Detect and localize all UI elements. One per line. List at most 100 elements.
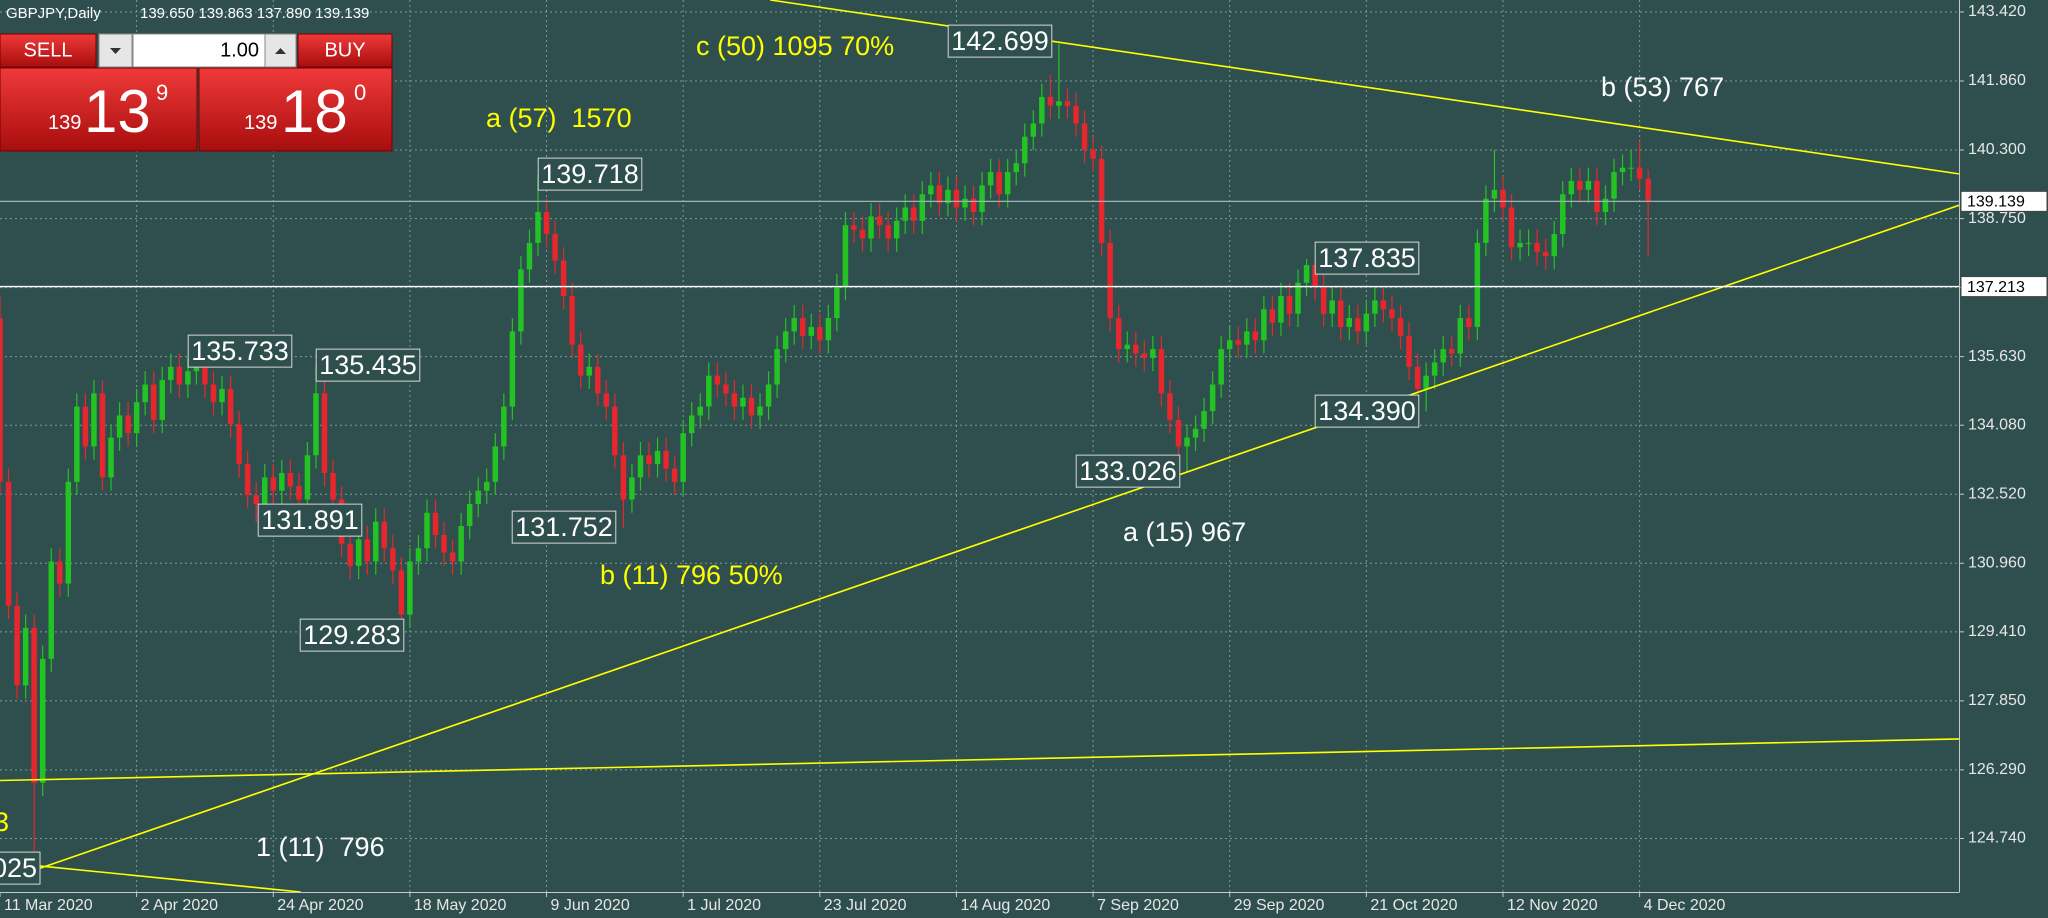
bid-box[interactable] <box>0 67 198 152</box>
candle-body <box>270 477 277 491</box>
x-tick-label: 18 May 2020 <box>414 897 507 914</box>
x-tick-label: 11 Mar 2020 <box>4 897 93 914</box>
candle-body <box>620 455 627 500</box>
arrow-up <box>275 48 286 54</box>
candle-body <box>210 384 217 403</box>
candle-body <box>654 450 661 465</box>
candle-body <box>1491 189 1498 199</box>
candle-body <box>48 561 54 659</box>
candle-body <box>244 464 251 496</box>
x-tick-label: 14 Aug 2020 <box>960 897 1050 914</box>
y-tick-label: 143.420 <box>1968 3 2026 20</box>
candle-body <box>1397 318 1404 336</box>
ask-big-figure: 139 <box>244 112 277 134</box>
candle-body <box>740 397 746 407</box>
candle-body <box>586 366 592 376</box>
ohlc: 139.650 139.863 137.890 139.139 <box>140 5 369 22</box>
annotation: 131.891 <box>261 505 359 535</box>
annotation-box <box>315 348 421 382</box>
candle-body <box>1295 282 1301 314</box>
y-tick-label: 138.750 <box>1968 210 2026 227</box>
candle-body <box>509 331 516 407</box>
candle-body <box>996 172 1002 195</box>
candle-body <box>458 526 464 562</box>
candle-body <box>1457 318 1464 354</box>
candle-body <box>697 406 703 416</box>
candle-body <box>253 495 259 504</box>
candle-body <box>321 393 328 473</box>
candle-body <box>1039 96 1045 124</box>
annotation: 129.283 <box>303 620 401 650</box>
annotation: 142.699 <box>951 26 1049 56</box>
candle-body <box>1261 309 1267 341</box>
buy-button[interactable] <box>297 33 393 68</box>
candle-body <box>834 287 840 319</box>
candle-body <box>1133 344 1139 354</box>
arrow-down <box>110 48 121 54</box>
annotation: 139.718 <box>541 159 639 189</box>
candle-body <box>108 437 114 478</box>
candle-body <box>441 534 447 553</box>
annotation: 133.026 <box>1079 456 1177 486</box>
candle-body <box>74 406 80 482</box>
y-tick-label: 126.290 <box>1968 761 2026 778</box>
candle-body <box>962 198 968 208</box>
candle-body <box>330 472 336 500</box>
candle-body <box>817 326 823 341</box>
candle-body <box>1414 366 1421 389</box>
candle-body <box>466 503 473 527</box>
candle-body <box>1628 167 1634 169</box>
price-tag <box>1960 276 2048 298</box>
candle-body <box>577 344 584 376</box>
candle-body <box>671 468 678 482</box>
annotation: 3 <box>0 807 9 837</box>
candle-body <box>1320 287 1327 314</box>
candle-body <box>1466 318 1472 327</box>
candle-body <box>902 207 908 221</box>
annotation-box <box>299 618 405 652</box>
candle-body <box>1585 180 1592 190</box>
candle-body <box>868 216 874 239</box>
ask-box[interactable] <box>198 67 393 152</box>
candle-body <box>688 415 695 434</box>
candle-body <box>757 406 763 416</box>
candle-body <box>1636 167 1643 179</box>
candle-body <box>236 424 242 465</box>
candle-body <box>876 216 883 226</box>
candle-body <box>1235 340 1241 345</box>
trendline <box>39 865 301 892</box>
annotation-box <box>1314 394 1420 428</box>
candle-body <box>142 384 148 403</box>
candle-body <box>82 406 89 447</box>
annotation: b (11) 796 50% <box>600 560 783 590</box>
lot-up[interactable] <box>264 33 297 68</box>
lot-input[interactable] <box>132 33 266 68</box>
sell-label: SELL <box>24 39 73 61</box>
candle-body <box>1551 234 1557 257</box>
candle-body <box>449 552 456 562</box>
candle-body <box>116 415 123 438</box>
candle-body <box>1013 163 1019 173</box>
candle-body <box>535 211 541 243</box>
candle-body <box>1423 375 1429 389</box>
y-tick-label: 135.630 <box>1968 348 2026 365</box>
candle-body <box>424 512 430 549</box>
annotation: 135.733 <box>191 336 289 366</box>
candle-body <box>381 521 388 549</box>
symbol: GBPJPY,Daily <box>6 5 101 22</box>
candle-body <box>1577 180 1583 190</box>
candle-body <box>5 481 12 606</box>
sell-button[interactable] <box>0 33 97 68</box>
x-tick-label: 29 Sep 2020 <box>1234 897 1325 914</box>
candle-body <box>133 402 140 434</box>
y-tick-label: 130.960 <box>1968 554 2026 571</box>
candle-body <box>1252 331 1259 341</box>
candle-body <box>1286 296 1293 314</box>
candle-body <box>91 393 97 447</box>
header: GBPJPY,Daily 139.650 139.863 137.890 139… <box>6 5 369 22</box>
candle-body <box>407 561 413 615</box>
candle-body <box>1073 105 1079 124</box>
candle-body <box>1500 189 1506 208</box>
